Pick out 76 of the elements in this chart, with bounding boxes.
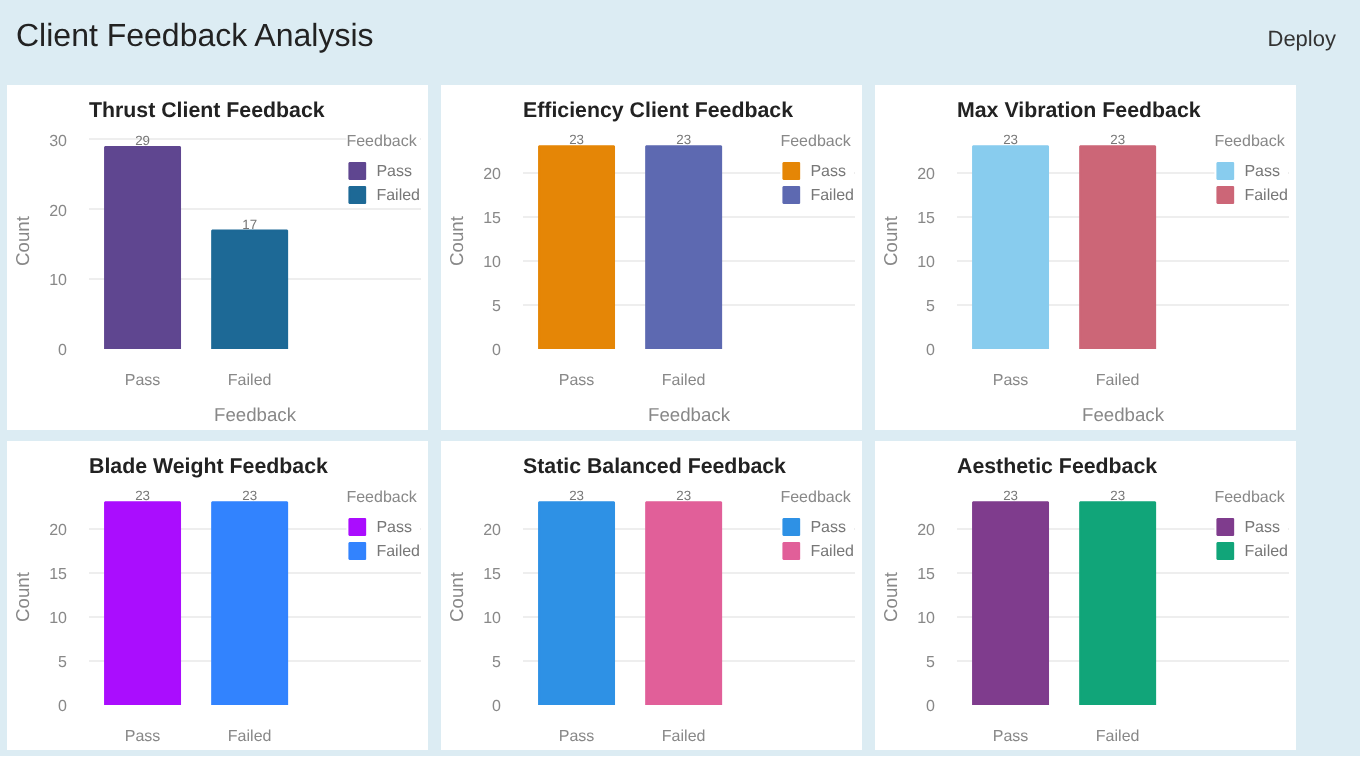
y-tick-label: 15 [917,208,937,227]
x-tick-label: Pass [558,727,595,745]
x-tick-label: Failed [661,727,706,745]
legend-label: Pass [810,516,848,536]
y-tick-label: 5 [492,652,503,671]
y-tick-label: 0 [58,341,69,359]
chart-title: Thrust Client Feedback [89,99,325,123]
y-tick-label: 20 [483,164,503,183]
legend-title: Feedback [1214,132,1287,150]
y-tick-label: 5 [58,652,69,671]
y-tick-label: 5 [926,296,937,315]
y-tick-label: 30 [49,131,69,150]
chart-title: Static Balanced Feedback [523,455,787,479]
x-axis-title: Feedback [648,405,731,425]
legend-title: Feedback [1214,488,1287,506]
y-tick-label: 20 [917,164,937,183]
y-tick-label: 15 [49,564,69,583]
y-axis-title: Count [13,571,34,622]
text: Deploy [1267,27,1336,52]
legend-label: Pass [376,516,414,536]
x-tick-label: Failed [1095,371,1140,389]
x-tick-label: Failed [1095,727,1140,745]
legend-label: Failed [1244,540,1288,560]
y-tick-label: 20 [917,520,937,539]
chart-title: Efficiency Client Feedback [523,99,794,123]
y-tick-label: 0 [492,341,503,359]
legend-label: Pass [810,160,848,180]
legend-label: Failed [810,184,854,204]
y-axis-title: Count [447,571,468,622]
y-tick-label: 10 [483,608,503,627]
y-axis-title: Count [447,215,468,266]
y-tick-label: 10 [917,608,937,627]
text: Client Feedback Analysis [16,18,374,58]
x-tick-label: Failed [227,727,272,745]
legend-label: Pass [1244,516,1282,536]
y-axis-title: Count [881,215,902,266]
y-tick-label: 20 [483,520,503,539]
y-tick-label: 0 [58,697,69,715]
x-axis-title: Feedback [1082,405,1165,425]
y-tick-label: 5 [926,652,937,671]
legend-label: Failed [1244,184,1288,204]
chart-title: Max Vibration Feedback [957,99,1201,123]
y-tick-label: 20 [49,201,69,220]
y-axis-title: Count [13,215,34,266]
chart-title: Blade Weight Feedback [89,455,328,479]
y-tick-label: 15 [483,564,503,583]
y-tick-label: 10 [483,252,503,271]
y-tick-label: 5 [492,296,503,315]
y-tick-label: 0 [926,697,937,715]
legend-label: Failed [810,540,854,560]
y-tick-label: 0 [492,697,503,715]
x-tick-label: Failed [661,371,706,389]
legend-title: Feedback [346,488,419,506]
legend-label: Pass [376,160,414,180]
x-tick-label: Pass [124,727,161,745]
y-tick-label: 0 [926,341,937,359]
legend-label: Pass [1244,160,1282,180]
chart-title: Aesthetic Feedback [957,455,1158,479]
y-tick-label: 10 [49,271,69,290]
legend-title: Feedback [346,132,419,150]
x-tick-label: Pass [992,727,1029,745]
y-tick-label: 10 [49,608,69,627]
y-tick-label: 15 [917,564,937,583]
y-axis-title: Count [881,571,902,622]
x-tick-label: Failed [227,371,272,389]
y-tick-label: 15 [483,208,503,227]
legend-title: Feedback [780,132,853,150]
y-tick-label: 10 [917,252,937,271]
x-axis-title: Feedback [214,405,297,425]
legend-label: Failed [376,540,420,560]
x-tick-label: Pass [124,371,161,389]
x-tick-label: Pass [992,371,1029,389]
legend-label: Failed [376,184,420,204]
y-tick-label: 20 [49,520,69,539]
legend-title: Feedback [780,488,853,506]
x-tick-label: Pass [558,371,595,389]
